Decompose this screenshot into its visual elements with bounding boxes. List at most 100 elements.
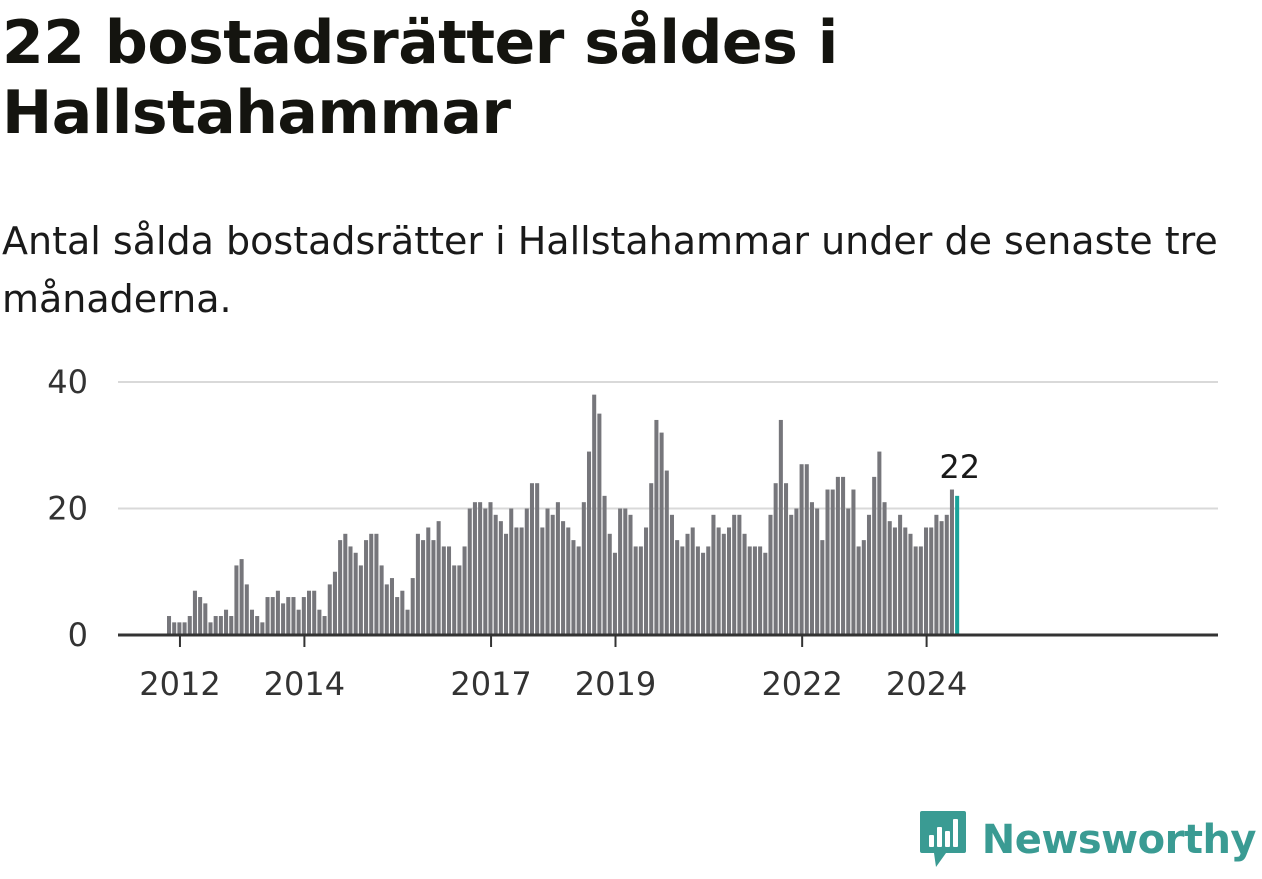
bar <box>462 546 467 635</box>
bar <box>856 546 861 635</box>
bar <box>270 597 275 635</box>
y-tick-label: 0 <box>68 616 88 654</box>
bar <box>550 514 555 635</box>
bar <box>192 590 197 635</box>
bar <box>389 578 394 635</box>
bar <box>763 552 768 635</box>
bar <box>944 514 949 635</box>
chart-title: 22 bostadsrätter såldes i Hallstahammar <box>2 8 838 148</box>
bar <box>825 489 830 635</box>
bar <box>410 578 415 635</box>
bar <box>415 533 420 635</box>
bar <box>835 476 840 635</box>
bar <box>747 546 752 635</box>
bar <box>327 584 332 635</box>
bar <box>592 394 597 635</box>
bar <box>229 616 234 635</box>
bar <box>649 483 654 635</box>
y-axis-labels: 0 20 40 <box>47 363 88 654</box>
bar <box>903 527 908 635</box>
bar <box>198 597 203 635</box>
bar <box>654 419 659 635</box>
bar <box>778 419 783 635</box>
bar <box>612 552 617 635</box>
bar <box>607 533 612 635</box>
bar <box>457 565 462 635</box>
bar <box>602 495 607 635</box>
bar <box>446 546 452 635</box>
bar <box>177 622 182 635</box>
bar <box>182 622 187 635</box>
bar <box>737 514 742 635</box>
bar-latest <box>955 495 960 635</box>
bar <box>535 483 540 635</box>
bar <box>664 470 669 635</box>
bar <box>623 508 628 635</box>
bar <box>255 616 260 635</box>
bar <box>918 546 923 635</box>
bar <box>467 508 472 635</box>
bar <box>841 476 846 635</box>
x-tick-label: 2022 <box>761 665 842 703</box>
bar <box>249 609 255 635</box>
bar <box>213 616 218 635</box>
bar <box>431 540 436 635</box>
bar <box>701 552 706 635</box>
bar <box>690 527 695 635</box>
bar <box>275 590 280 635</box>
bar <box>799 464 804 635</box>
bar <box>898 514 903 635</box>
bar <box>364 540 369 635</box>
bar <box>441 546 446 635</box>
bar <box>260 622 265 635</box>
bar <box>846 508 851 635</box>
bar <box>488 502 493 635</box>
bar <box>581 502 586 635</box>
bar <box>472 502 477 635</box>
bar <box>509 508 514 635</box>
bar <box>478 502 483 635</box>
bar <box>758 546 763 635</box>
bar <box>882 502 887 635</box>
bar <box>576 546 581 635</box>
bar <box>317 609 322 635</box>
bar <box>224 609 229 635</box>
bar <box>281 603 286 635</box>
bar <box>929 527 934 635</box>
bar <box>752 546 757 635</box>
bar <box>794 508 799 635</box>
bar <box>545 508 550 635</box>
bar <box>618 508 623 635</box>
bar <box>939 521 944 635</box>
x-tick-label: 2017 <box>450 665 531 703</box>
bar <box>296 609 301 635</box>
bar <box>498 521 503 635</box>
x-tick-label: 2014 <box>264 665 345 703</box>
bar <box>571 540 576 635</box>
bar <box>830 489 835 635</box>
bar <box>638 546 643 635</box>
bar <box>322 616 327 635</box>
annotations: 22 <box>939 448 980 486</box>
bar <box>659 432 664 635</box>
bar <box>291 597 296 635</box>
bar <box>695 546 700 635</box>
bar <box>742 533 747 635</box>
bar <box>234 565 239 635</box>
bar <box>426 527 431 635</box>
bar <box>555 502 560 635</box>
bar <box>265 597 270 635</box>
bar <box>301 597 306 635</box>
bar <box>726 527 732 635</box>
y-tick-label: 40 <box>47 363 88 401</box>
bar <box>628 514 633 635</box>
bar <box>566 527 571 635</box>
bar <box>561 521 566 635</box>
bar <box>369 533 374 635</box>
bar <box>167 616 172 635</box>
last-value-label: 22 <box>939 448 980 486</box>
bar <box>353 552 358 635</box>
brand-name: Newsworthy <box>981 817 1257 863</box>
newsworthy-brand[interactable]: Newsworthy <box>918 805 1257 875</box>
